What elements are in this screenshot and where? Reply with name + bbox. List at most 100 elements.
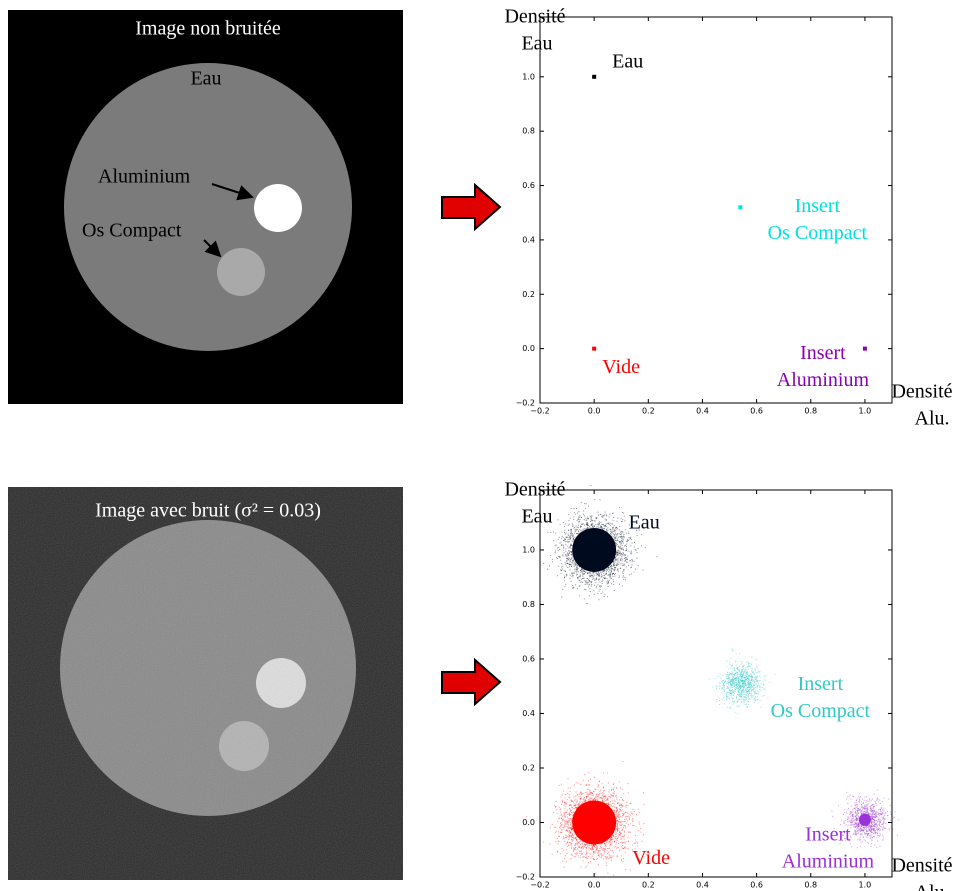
cloud-dot: [738, 688, 740, 690]
cloud-dot: [732, 694, 734, 696]
cloud-dot: [628, 538, 630, 540]
cloud-dot: [728, 675, 730, 677]
cloud-dot: [568, 538, 570, 540]
cloud-dot: [638, 821, 640, 823]
cloud-dot: [605, 802, 607, 804]
cloud-dot: [619, 808, 621, 810]
cloud-dot: [573, 837, 575, 839]
cloud-dot: [744, 696, 746, 698]
cloud-dot: [570, 545, 572, 547]
cloud-dot: [611, 577, 613, 579]
cloud-dot: [625, 804, 627, 806]
cloud-dot: [753, 689, 755, 691]
cloud-dot: [599, 850, 601, 852]
cloud-dot: [740, 701, 742, 703]
cloud-dot: [734, 674, 736, 676]
cloud-dot: [755, 692, 757, 694]
cloud-dot: [643, 803, 645, 805]
cloud-dot: [752, 680, 754, 682]
cloud-dot: [619, 547, 621, 549]
cloud-dot: [618, 575, 620, 577]
cloud-dot: [745, 688, 747, 690]
cloud-dot: [745, 690, 747, 692]
cloud-dot: [616, 534, 618, 536]
cloud-dot: [623, 568, 625, 570]
cloud-dot: [619, 831, 621, 833]
cloud-dot: [571, 827, 573, 829]
cloud-dot: [625, 811, 627, 813]
cloud-dot: [748, 662, 750, 664]
cloud-dot: [600, 847, 602, 849]
cloud-dot: [597, 786, 599, 788]
cloud-dot: [597, 523, 599, 525]
cloud-dot: [748, 680, 750, 682]
cloud-dot: [741, 691, 743, 693]
cloud-dot: [745, 687, 747, 689]
cloud-dot: [746, 672, 748, 674]
cloud-dot: [624, 831, 626, 833]
cloud-dot: [740, 672, 742, 674]
cloud-dot: [739, 670, 741, 672]
cloud-dot: [610, 565, 612, 567]
cloud-dot: [579, 595, 581, 597]
cloud-dot: [570, 530, 572, 532]
cloud-dot: [603, 575, 605, 577]
cloud-dot: [622, 836, 624, 838]
point: [592, 74, 597, 79]
cloud-dot: [614, 556, 616, 558]
cloud-dot: [617, 846, 619, 848]
cloud-dot: [581, 841, 583, 843]
cloud-dot: [589, 573, 591, 575]
cloud-dot: [574, 564, 576, 566]
cloud-dot: [748, 693, 750, 695]
cloud-dot: [579, 846, 581, 848]
cloud-dot: [626, 543, 628, 545]
cloud-dot: [588, 783, 590, 785]
cloud-dot: [620, 816, 622, 818]
cloud-dot: [614, 567, 616, 569]
cloud-dot: [562, 522, 564, 524]
cloud-dot: [743, 681, 745, 683]
cloud-dot: [736, 672, 738, 674]
cloud-dot: [567, 533, 569, 535]
cloud-dot: [572, 560, 574, 562]
cloud-dot: [601, 575, 603, 577]
cloud-dot: [609, 522, 611, 524]
cloud-dot: [577, 527, 579, 529]
cloud-dot: [572, 839, 574, 841]
cloud-dot: [590, 520, 592, 522]
cloud-dot: [589, 572, 591, 574]
cloud-dot: [602, 855, 604, 857]
cloud-dot: [568, 550, 570, 552]
cloud-dot: [752, 671, 754, 673]
cloud-dot: [595, 517, 597, 519]
cloud-dot: [745, 672, 747, 674]
cloud-dot: [735, 695, 737, 697]
cloud-dot: [574, 572, 576, 574]
cloud-dot: [729, 703, 731, 705]
cloud-dot: [574, 570, 576, 572]
cloud-dot: [622, 814, 624, 816]
cloud-dot: [752, 684, 754, 686]
cloud-dot: [740, 694, 742, 696]
cloud-dot: [575, 803, 577, 805]
cloud-dot: [730, 682, 732, 684]
cloud-dot: [737, 689, 739, 691]
cloud-dot: [620, 534, 622, 536]
cloud-dot: [617, 533, 619, 535]
cloud-dot: [720, 678, 722, 680]
cloud-dot: [619, 849, 621, 851]
cloud-dot: [612, 531, 614, 533]
cloud-dot: [566, 541, 568, 543]
cloud-dot: [729, 692, 731, 694]
cloud-dot: [726, 686, 728, 688]
cloud-dot: [737, 668, 739, 670]
cloud-dot: [560, 566, 562, 568]
cloud-dot: [574, 562, 576, 564]
cloud-dot: [734, 699, 736, 701]
cloud-dot: [582, 569, 584, 571]
cloud-dot: [744, 672, 746, 674]
cloud-dot: [629, 537, 631, 539]
cloud-dot: [613, 562, 615, 564]
cloud-dot: [605, 581, 607, 583]
